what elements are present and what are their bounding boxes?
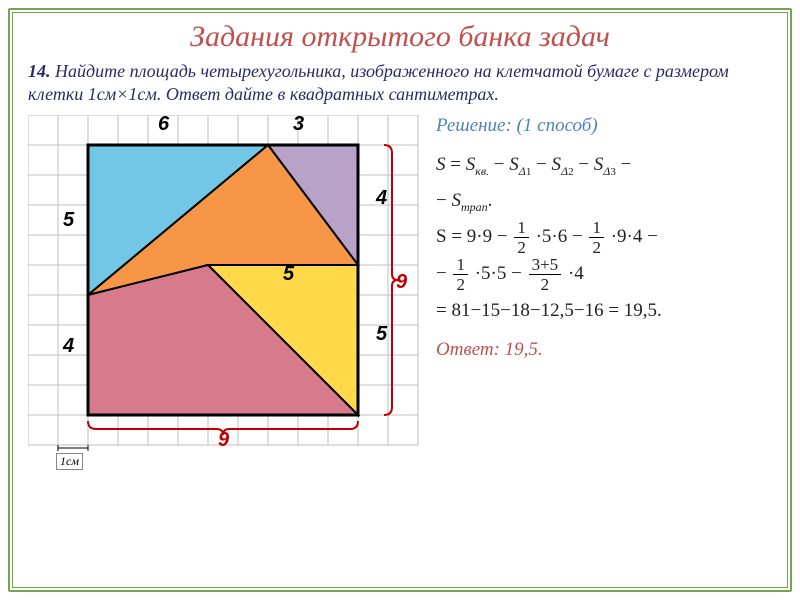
problem-number: 14. xyxy=(28,61,51,81)
solution-label: Решение: (1 способ) xyxy=(436,115,772,137)
dim-label: 4 xyxy=(63,335,74,358)
math-block: S = Sкв. − SΔ1 − SΔ2 − SΔ3 − − Sтрап. S … xyxy=(436,147,772,330)
solution-column: Решение: (1 способ) S = Sкв. − SΔ1 − SΔ2… xyxy=(436,115,772,495)
equation-1: S = Sкв. − SΔ1 − SΔ2 − SΔ3 − xyxy=(436,147,772,183)
dim-label: 9 xyxy=(396,271,407,294)
main-row: 6 3 5 4 4 5 5 9 9 1см Решение: (1 способ) S = Sкв… xyxy=(28,115,772,495)
answer-label: Ответ: 19,5. xyxy=(436,339,772,361)
equation-2: S = 9·9 − 12 ·5·6 − 12 ·9·4 − xyxy=(436,219,772,256)
geometry-svg xyxy=(28,115,428,475)
problem-statement: 14. Найдите площадь четырехугольника, из… xyxy=(28,60,772,107)
problem-text: Найдите площадь четырехугольника, изобра… xyxy=(28,61,729,104)
equation-3: − 12 ·5·5 − 3+52 ·4 xyxy=(436,256,772,293)
dim-label: 5 xyxy=(283,263,294,286)
page-title: Задания открытого банка задач xyxy=(28,20,772,54)
diagram-column: 6 3 5 4 4 5 5 9 9 1см xyxy=(28,115,418,495)
equation-4: = 81−15−18−12,5−16 = 19,5. xyxy=(436,293,772,329)
dim-label: 6 xyxy=(158,113,169,136)
scale-label: 1см xyxy=(56,453,83,470)
diagram: 6 3 5 4 4 5 5 9 9 1см xyxy=(28,115,418,495)
dim-label: 5 xyxy=(376,323,387,346)
equation-1b: − Sтрап. xyxy=(436,183,772,219)
slide-content: Задания открытого банка задач 14. Найдит… xyxy=(28,20,772,580)
dim-label: 9 xyxy=(218,429,229,452)
dim-label: 4 xyxy=(376,187,387,210)
dim-label: 5 xyxy=(63,209,74,232)
dim-label: 3 xyxy=(293,113,304,136)
